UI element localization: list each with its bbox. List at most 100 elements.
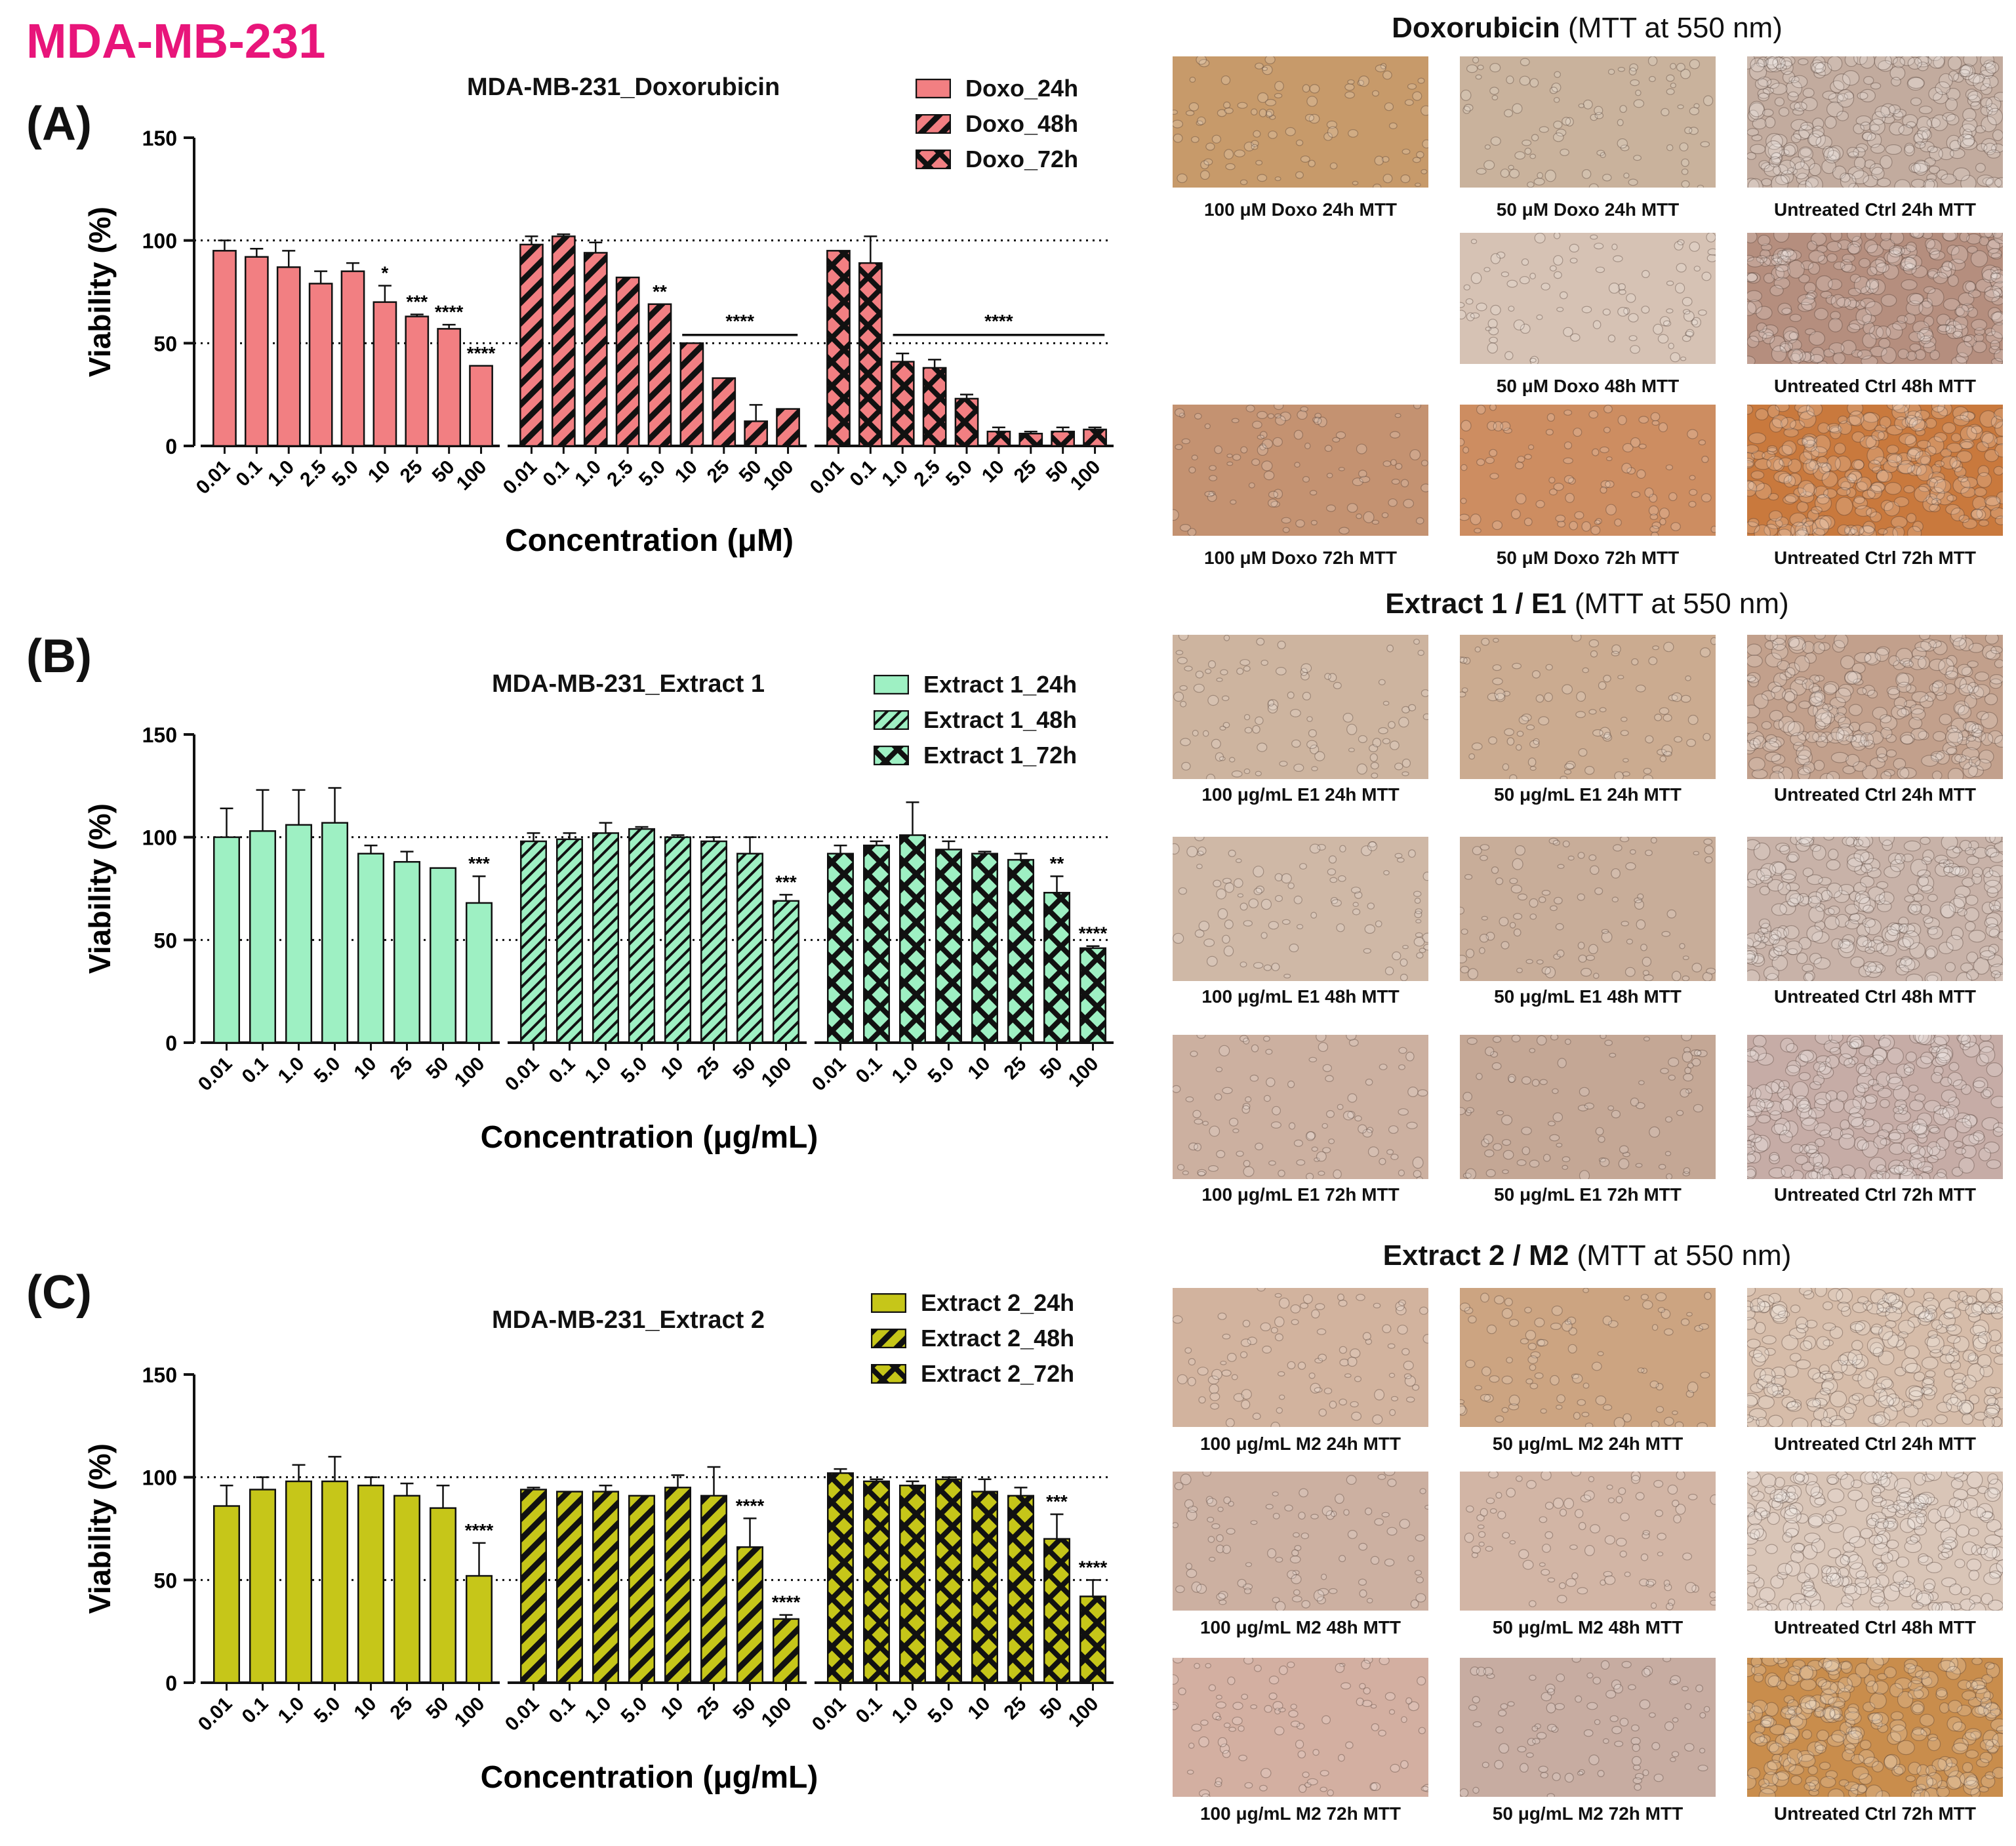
- cell-mark: [1795, 1054, 1809, 1067]
- cell-mark: [1181, 761, 1191, 771]
- cell-mark: [1838, 1779, 1849, 1787]
- y-tick-label: 50: [153, 1569, 177, 1592]
- cell-mark: [1784, 1504, 1798, 1517]
- cell-mark: [1904, 895, 1915, 903]
- cell-mark: [1990, 269, 2003, 284]
- cell-mark: [1486, 1324, 1497, 1334]
- cell-mark: [1632, 1743, 1640, 1752]
- cell-mark: [1670, 522, 1681, 531]
- cell-mark: [1421, 169, 1428, 174]
- cell-mark: [1859, 851, 1874, 865]
- cell-mark: [1986, 1519, 2002, 1533]
- cell-mark: [1865, 652, 1878, 664]
- cell-mark: [1968, 756, 1981, 767]
- cell-mark: [1529, 1674, 1537, 1681]
- cell-mark: [1173, 1704, 1178, 1710]
- cell-mark: [1984, 285, 2002, 298]
- cell-mark: [1200, 1719, 1209, 1726]
- cell-mark: [1904, 405, 1922, 420]
- cell-mark: [1777, 1085, 1791, 1100]
- cell-mark: [1422, 713, 1428, 721]
- cell-mark: [1892, 110, 1904, 121]
- cell-mark: [1600, 152, 1606, 159]
- cell-texture: [1173, 1658, 1428, 1797]
- cell-mark: [1878, 1325, 1893, 1340]
- cell-mark: [1899, 767, 1917, 779]
- cell-mark: [1892, 1499, 1908, 1511]
- cell-mark: [1508, 165, 1514, 171]
- cell-mark: [1765, 1081, 1780, 1094]
- cell-mark: [1191, 1723, 1202, 1732]
- cell-mark: [1489, 1375, 1500, 1383]
- x-tick-label: 1.0: [581, 1693, 616, 1728]
- cell-texture: [1173, 837, 1428, 981]
- cell-mark: [1946, 725, 1958, 733]
- cell-mark: [1382, 700, 1390, 706]
- cell-mark: [1655, 1509, 1664, 1517]
- x-tick-label: 0.01: [499, 456, 542, 499]
- cell-mark: [1827, 1548, 1842, 1559]
- cell-mark: [1541, 966, 1551, 975]
- legend-label: Extract 1_24h: [923, 671, 1078, 698]
- cell-mark: [1267, 704, 1278, 713]
- cell-mark: [1747, 1663, 1756, 1677]
- cell-mark: [1954, 703, 1966, 713]
- cell-mark: [1984, 289, 2001, 302]
- cell-mark: [1747, 1507, 1756, 1517]
- cell-mark: [1756, 868, 1772, 881]
- cell-mark: [1564, 763, 1575, 770]
- cell-mark: [1940, 1076, 1952, 1087]
- cell-mark: [1773, 945, 1788, 956]
- cell-mark: [1828, 1415, 1845, 1426]
- cell-mark: [1838, 1661, 1851, 1670]
- cell-mark: [1898, 1319, 1915, 1334]
- cell-mark: [1680, 356, 1687, 361]
- cell-mark: [1525, 1378, 1533, 1384]
- cell-mark: [1947, 1072, 1963, 1087]
- x-tick-label: 2.5: [296, 456, 331, 491]
- cell-mark: [1807, 705, 1819, 717]
- cell-mark: [1990, 904, 2001, 912]
- cell-mark: [1291, 1574, 1302, 1584]
- cell-mark: [1838, 716, 1851, 729]
- cell-mark: [1790, 119, 1808, 132]
- cell-mark: [1885, 452, 1903, 463]
- cell-mark: [1767, 681, 1782, 693]
- cell-mark: [1578, 954, 1587, 963]
- cell-mark: [1199, 1789, 1210, 1797]
- bar: [863, 844, 890, 1044]
- cell-mark: [1880, 771, 1891, 779]
- cell-mark: [1874, 1521, 1887, 1535]
- cell-mark: [1750, 144, 1766, 154]
- cell-mark: [1641, 306, 1650, 314]
- cell-mark: [1649, 493, 1658, 503]
- cell-mark: [1747, 460, 1754, 468]
- cell-mark: [1836, 726, 1854, 746]
- cell-mark: [1480, 1508, 1488, 1517]
- cell-mark: [1324, 673, 1331, 680]
- cell-mark: [1994, 177, 2003, 188]
- cell-mark: [1682, 975, 1690, 981]
- micrograph-section-title-extract-2: Extract 2 / M2 (MTT at 550 nm): [1161, 1239, 2013, 1272]
- cell-mark: [1925, 946, 1938, 959]
- cell-mark: [1874, 894, 1885, 905]
- cell-mark: [1789, 156, 1805, 170]
- cell-mark: [1796, 952, 1808, 964]
- cell-mark: [1992, 1767, 2003, 1779]
- bar: [776, 408, 800, 447]
- cell-mark: [1460, 89, 1472, 101]
- cell-mark: [1819, 1388, 1831, 1395]
- panel-letter-c: (C): [26, 1266, 92, 1319]
- cell-mark: [1750, 1658, 1762, 1668]
- cell-mark: [1893, 1165, 1908, 1174]
- cell-mark: [1173, 1702, 1179, 1710]
- cell-mark: [1407, 83, 1417, 90]
- cell-mark: [1551, 1305, 1563, 1316]
- cell-mark: [1281, 919, 1291, 925]
- cell-mark: [1912, 1703, 1924, 1714]
- cell-mark: [1205, 773, 1216, 779]
- cell-mark: [1826, 771, 1840, 779]
- cell-mark: [1954, 307, 1965, 317]
- cell-mark: [1906, 1301, 1924, 1315]
- cell-mark: [1950, 245, 1969, 264]
